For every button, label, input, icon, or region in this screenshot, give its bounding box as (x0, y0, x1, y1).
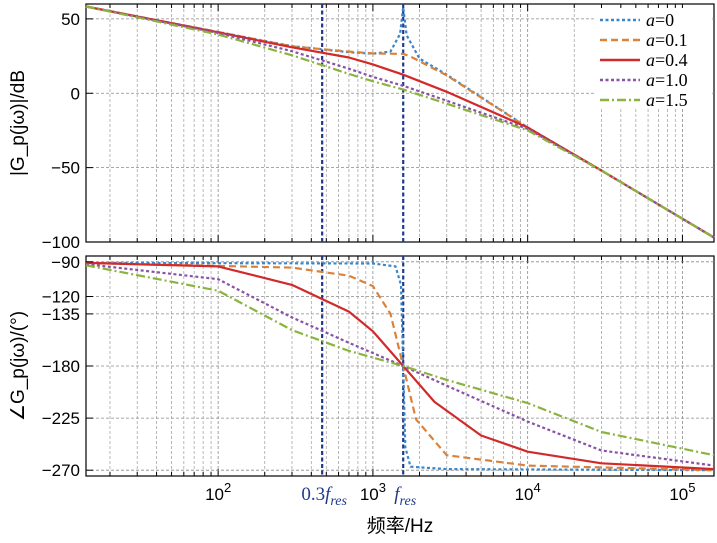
series-line-a-0 (85, 261, 715, 472)
phase-x-ticks: 102 103 104 105 (205, 480, 695, 504)
marker-label: fres (394, 484, 416, 509)
legend: a=0a=0.1a=0.4a=1.0a=1.5 (594, 8, 712, 110)
legend-label: a=1.0 (646, 70, 688, 90)
y-tick-label: −100 (42, 233, 80, 252)
y-tick-label: −270 (42, 461, 80, 480)
series-line-a-0-1 (85, 261, 715, 472)
phase-marker-lines (321, 256, 405, 476)
magnitude-panel: 50 0 −50 −100 a=0a=0.1a=0.4a=1.0a=1.5 |G_p(… (8, 3, 715, 252)
x-tick-label: 102 (205, 480, 231, 504)
x-tick-label: 104 (515, 480, 541, 504)
y-tick-label: −50 (51, 159, 80, 178)
phase-y-axis-title: ∠G_p(jω)/(°) (8, 311, 29, 421)
phase-grid (86, 256, 714, 476)
phase-panel: −90 −120−135 −180 −225 −270 102 103 104 105 0.3… (8, 253, 715, 537)
phase-plot-frame (85, 255, 715, 477)
magnitude-y-ticks: 50 0 −50 −100 (42, 10, 93, 252)
legend-label: a=0.1 (646, 30, 688, 50)
magnitude-marker-lines (321, 4, 405, 242)
magnitude-plot-frame (85, 3, 715, 243)
legend-label: a=0.4 (646, 50, 688, 70)
y-tick-label: −90 (51, 253, 80, 272)
marker-labels: 0.3fres fres (301, 484, 416, 509)
x-axis-title: 频率/Hz (367, 515, 434, 537)
y-tick-label: −135 (42, 305, 80, 324)
y-tick-label: 50 (61, 10, 80, 29)
legend-background (594, 8, 712, 108)
legend-label: a=0 (646, 10, 674, 30)
x-tick-label: 105 (669, 480, 695, 504)
y-tick-label: 0 (71, 84, 80, 103)
series-line-a-1-5 (85, 264, 715, 457)
phase-y-ticks: −90 −120−135 −180 −225 −270 (42, 253, 93, 480)
marker-label: 0.3fres (301, 484, 347, 509)
y-tick-label: −120 (42, 288, 80, 307)
magnitude-grid (86, 4, 714, 242)
phase-series (85, 261, 715, 472)
y-tick-label: −225 (42, 409, 80, 428)
x-tick-label: 103 (360, 480, 386, 504)
series-line-a-0 (85, 5, 715, 239)
magnitude-series (85, 5, 715, 239)
series-line-a-0-4 (85, 261, 715, 471)
magnitude-y-axis-title: |G_p(jω)|/dB (8, 70, 29, 176)
series-line-a-1-5 (85, 5, 715, 239)
legend-label: a=1.5 (646, 90, 688, 110)
y-tick-label: −180 (42, 357, 80, 376)
